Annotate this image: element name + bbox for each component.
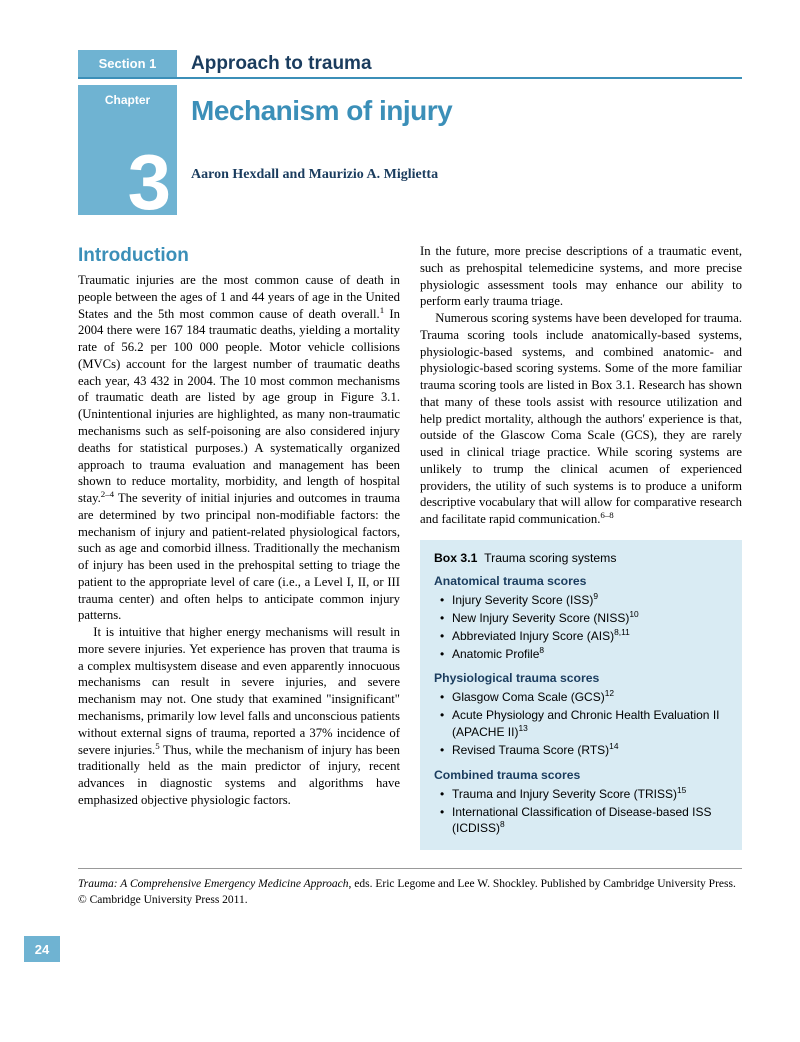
chapter-title: Mechanism of injury [191, 95, 452, 127]
box-3-1: Box 3.1 Trauma scoring systems Anatomica… [420, 540, 742, 850]
box-subheading: Combined trauma scores [434, 767, 728, 784]
box-list-item: Anatomic Profile8 [434, 646, 728, 663]
box-list-item: Trauma and Injury Severity Score (TRISS)… [434, 786, 728, 803]
left-column: Introduction Traumatic injuries are the … [78, 243, 400, 850]
body-columns: Introduction Traumatic injuries are the … [78, 243, 742, 850]
chapter-number: 3 [128, 143, 171, 221]
right-column: In the future, more precise descriptions… [420, 243, 742, 850]
box-list-item: International Classification of Disease-… [434, 804, 728, 838]
box-list-item: Acute Physiology and Chronic Health Eval… [434, 707, 728, 741]
chapter-header: Chapter 3 Mechanism of injury Aaron Hexd… [78, 85, 742, 215]
box-subheading: Physiological trauma scores [434, 670, 728, 687]
paragraph: It is intuitive that higher energy mecha… [78, 624, 400, 808]
chapter-badge: Chapter 3 [78, 85, 177, 215]
chapter-authors: Aaron Hexdall and Maurizio A. Miglietta [191, 167, 452, 183]
section-title: Approach to trauma [191, 53, 372, 75]
paragraph: Numerous scoring systems have been devel… [420, 310, 742, 528]
box-subheading: Anatomical trauma scores [434, 573, 728, 590]
intro-heading: Introduction [78, 243, 400, 268]
box-list-item: Abbreviated Injury Score (AIS)8,11 [434, 628, 728, 645]
box-list: Glasgow Coma Scale (GCS)12Acute Physiolo… [434, 689, 728, 758]
box-title: Box 3.1 Trauma scoring systems [434, 550, 728, 567]
box-list: Injury Severity Score (ISS)9New Injury S… [434, 592, 728, 662]
section-header: Section 1 Approach to trauma [78, 50, 742, 79]
box-list-item: Injury Severity Score (ISS)9 [434, 592, 728, 609]
chapter-label: Chapter [78, 85, 177, 107]
paragraph: Traumatic injuries are the most common c… [78, 272, 400, 624]
box-list-item: Glasgow Coma Scale (GCS)12 [434, 689, 728, 706]
footer: Trauma: A Comprehensive Emergency Medici… [78, 868, 742, 908]
box-list-item: New Injury Severity Score (NISS)10 [434, 610, 728, 627]
paragraph: In the future, more precise descriptions… [420, 243, 742, 310]
page-number: 24 [24, 936, 60, 962]
box-list-item: Revised Trauma Score (RTS)14 [434, 742, 728, 759]
box-list: Trauma and Injury Severity Score (TRISS)… [434, 786, 728, 837]
section-label: Section 1 [78, 50, 177, 77]
footer-text: Trauma: A Comprehensive Emergency Medici… [78, 877, 742, 908]
